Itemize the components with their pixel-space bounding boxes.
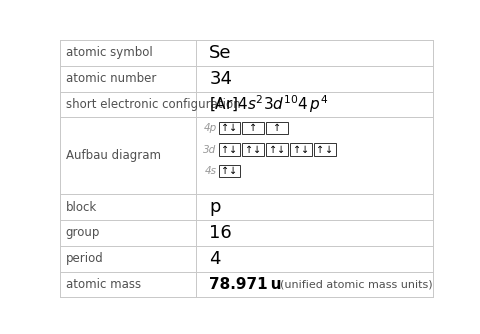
Text: ↓: ↓ <box>228 166 237 176</box>
Text: Aufbau diagram: Aufbau diagram <box>66 149 160 162</box>
Text: Se: Se <box>209 44 231 62</box>
Text: 34: 34 <box>209 70 232 88</box>
Text: atomic symbol: atomic symbol <box>66 46 152 59</box>
Text: ↑: ↑ <box>244 145 252 155</box>
Text: $[\mathrm{Ar}]4s^{2}3d^{10}4\,p^{4}$: $[\mathrm{Ar}]4s^{2}3d^{10}4\,p^{4}$ <box>209 94 328 115</box>
Text: ↑: ↑ <box>292 145 300 155</box>
Text: ↑: ↑ <box>220 166 228 176</box>
Text: p: p <box>209 198 220 216</box>
Text: ↓: ↓ <box>324 145 332 155</box>
Text: ↓: ↓ <box>300 145 308 155</box>
Text: ↓: ↓ <box>228 123 237 133</box>
Text: atomic number: atomic number <box>66 72 156 85</box>
Bar <box>218 122 240 134</box>
Text: period: period <box>66 252 103 265</box>
Bar <box>289 144 311 156</box>
Text: ↑: ↑ <box>268 145 276 155</box>
Bar <box>218 165 240 177</box>
Text: 4p: 4p <box>203 123 216 133</box>
Text: block: block <box>66 201 97 214</box>
Text: 3d: 3d <box>203 145 216 155</box>
Text: 4s: 4s <box>204 166 216 176</box>
Text: ↓: ↓ <box>228 145 237 155</box>
Text: ↓: ↓ <box>252 145 261 155</box>
Text: ↑: ↑ <box>273 123 280 133</box>
Text: ↓: ↓ <box>276 145 285 155</box>
Text: 16: 16 <box>209 224 231 242</box>
Bar <box>242 122 264 134</box>
Text: 4: 4 <box>209 250 220 268</box>
Text: short electronic configuration: short electronic configuration <box>66 98 240 111</box>
Bar <box>266 122 288 134</box>
Text: ↑: ↑ <box>316 145 324 155</box>
Text: ↑: ↑ <box>249 123 257 133</box>
Bar <box>313 144 335 156</box>
Bar <box>218 144 240 156</box>
Text: ↑: ↑ <box>220 145 228 155</box>
Text: group: group <box>66 226 100 239</box>
Text: 78.971 u: 78.971 u <box>209 277 281 292</box>
Text: (unified atomic mass units): (unified atomic mass units) <box>279 280 432 289</box>
Text: ↑: ↑ <box>220 123 228 133</box>
Bar <box>266 144 288 156</box>
Text: atomic mass: atomic mass <box>66 278 141 291</box>
Bar <box>242 144 264 156</box>
